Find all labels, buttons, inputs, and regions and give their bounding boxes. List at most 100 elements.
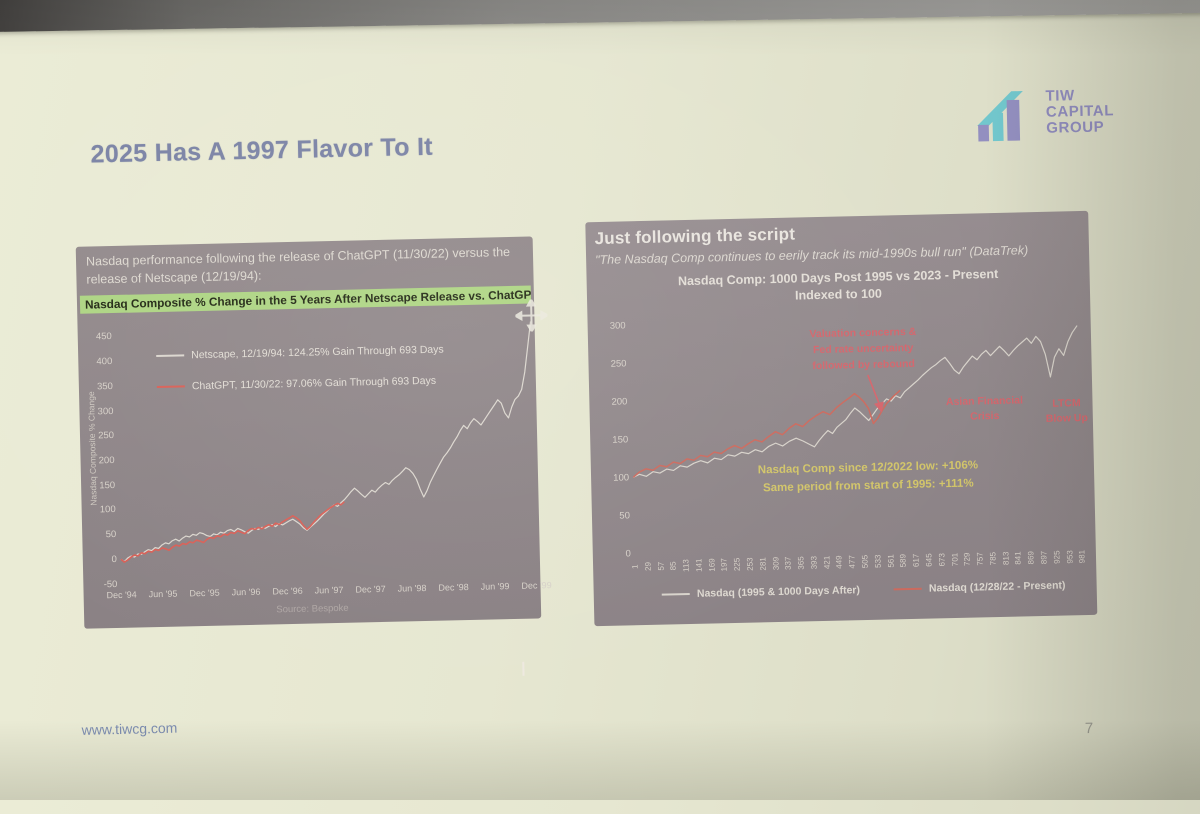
just-following-the-script-panel: Just following the script "The Nasdaq Co… <box>585 210 1098 627</box>
logo-text: TIW CAPITAL GROUP <box>1045 87 1114 137</box>
x-tick-label: 309 <box>770 556 781 571</box>
chatgpt-line-swatch <box>156 384 185 388</box>
x-tick-label: Jun '98 <box>397 582 427 594</box>
y-tick-label: -50 <box>103 578 118 590</box>
x-tick-label: Jun '96 <box>231 586 261 597</box>
left-chart-legend: Netscape, 12/19/94: 124.25% Gain Through… <box>156 343 445 412</box>
netscape-vs-chatgpt-panel: Nasdaq performance following the release… <box>75 236 552 676</box>
x-tick-label: 253 <box>745 557 755 571</box>
x-tick-label: 477 <box>847 554 857 569</box>
left-chart-header: Nasdaq performance following the release… <box>85 244 511 287</box>
x-tick-label: 141 <box>694 558 704 572</box>
x-tick-label: 281 <box>758 556 768 571</box>
x-tick-label: 701 <box>949 552 960 567</box>
y-tick-label: 400 <box>96 356 113 368</box>
x-tick-label: 57 <box>656 561 666 571</box>
x-tick-label: 673 <box>937 552 947 567</box>
page-number: 7 <box>1084 719 1094 738</box>
x-tick-label: 1 <box>630 564 640 569</box>
y-axis-ticks: 300 250 200 150 100 50 0 <box>595 318 631 559</box>
x-tick-label: 225 <box>732 557 742 571</box>
slide-title: 2025 Has A 1997 Flavor To It <box>90 132 434 169</box>
y-tick-label: 350 <box>96 380 114 393</box>
x-tick-label: Dec '95 <box>189 587 220 598</box>
x-tick-label: 337 <box>783 556 794 570</box>
x-tick-label: 953 <box>1064 549 1075 564</box>
website-footer: www.tiwcg.com <box>81 719 178 738</box>
right-plot-area <box>632 324 1078 478</box>
left-plot-area <box>120 320 532 563</box>
annotation-line: Blow Up <box>1045 411 1088 425</box>
legend-label: Nasdaq (1995 & 1000 Days After) <box>696 583 861 600</box>
valuation-concerns-annotation: Valuation concerns & Fed rate uncertaint… <box>758 322 969 375</box>
x-tick-label: Dec '97 <box>355 583 386 595</box>
x-tick-label: 645 <box>924 553 934 567</box>
y-tick-label: 100 <box>99 504 116 516</box>
y-tick-label: 300 <box>609 320 626 333</box>
x-tick-label: 813 <box>1001 551 1011 565</box>
nasdaq-1000-days-chart: 300 250 200 150 100 50 0 Valuation concerns & … <box>587 308 1096 602</box>
y-tick-label: 450 <box>95 331 112 343</box>
x-tick-label: 561 <box>885 553 896 568</box>
x-tick-label: 85 <box>668 561 679 571</box>
y-tick-label: 50 <box>619 510 631 522</box>
legend-item-1995: Nasdaq (1995 & 1000 Days After) <box>661 583 861 600</box>
right-chart-title: Nasdaq Comp: 1000 Days Post 1995 vs 2023… <box>586 264 1090 309</box>
x-tick-label: 925 <box>1052 550 1062 564</box>
x-tick-label: 29 <box>643 561 653 571</box>
nasdaq-2022-line-swatch <box>893 587 922 591</box>
y-tick-label: 250 <box>610 358 627 370</box>
legend-label: Nasdaq (12/28/22 - Present) <box>928 579 1066 595</box>
y-tick-label: 50 <box>105 529 117 541</box>
x-tick-label: 505 <box>860 554 870 569</box>
x-tick-label: 113 <box>681 558 691 572</box>
x-tick-label: 589 <box>898 553 909 568</box>
x-tick-label: Jun '99 <box>480 580 510 592</box>
x-tick-label: Jun '95 <box>148 588 178 599</box>
y-tick-label: 200 <box>98 454 115 467</box>
y-tick-label: 150 <box>612 434 629 446</box>
netscape-line-swatch <box>156 353 185 357</box>
logo-bars-icon <box>977 91 1023 142</box>
y-tick-label: 200 <box>611 396 628 408</box>
x-tick-label: Dec '99 <box>521 579 552 591</box>
nasdaq-1995-line-swatch <box>661 592 690 596</box>
x-tick-label: 841 <box>1013 551 1024 565</box>
x-tick-label: 449 <box>834 555 845 569</box>
x-tick-label: 785 <box>988 551 998 566</box>
y-axis-ticks: 450 400 350 300 250 200 150 100 50 0 -50 <box>81 323 118 590</box>
x-tick-label: 617 <box>911 553 921 567</box>
y-tick-label: 250 <box>98 430 115 442</box>
x-tick-label: 533 <box>873 554 883 568</box>
y-tick-label: 0 <box>111 553 117 565</box>
legend-item-2022: Nasdaq (12/28/22 - Present) <box>893 579 1066 595</box>
x-tick-label: 197 <box>719 557 730 572</box>
y-tick-label: 300 <box>97 405 114 417</box>
x-tick-label: Dec '96 <box>272 585 303 596</box>
annotation-arrow-icon <box>867 374 884 413</box>
move-cursor-icon <box>515 299 548 332</box>
x-tick-label: Jun '97 <box>314 584 344 596</box>
x-tick-label: 981 <box>1077 549 1087 564</box>
x-tick-label: 169 <box>707 557 717 572</box>
tiw-capital-group-logo: TIW CAPITAL GROUP <box>974 83 1114 142</box>
x-tick-label: Dec '94 <box>106 589 137 600</box>
text-cursor <box>522 661 525 676</box>
x-tick-label: 897 <box>1039 550 1049 564</box>
x-tick-label: 757 <box>975 551 985 566</box>
x-tick-label: 365 <box>796 555 806 570</box>
x-tick-label: Dec '98 <box>438 581 469 593</box>
left-chart-highlighted-title: Nasdaq Composite % Change in the 5 Years… <box>79 285 532 314</box>
y-tick-label: 100 <box>613 472 630 484</box>
legend-item-chatgpt: ChatGPT, 11/30/22: 97.06% Gain Through 6… <box>156 374 445 393</box>
x-tick-label: 869 <box>1026 550 1036 565</box>
y-tick-label: 150 <box>99 479 116 492</box>
legend-label: ChatGPT, 11/30/22: 97.06% Gain Through 6… <box>191 374 437 392</box>
x-tick-label: 729 <box>962 552 972 566</box>
x-tick-label: 393 <box>809 555 819 570</box>
ltcm-blow-up-annotation: LTCM Blow Up <box>1023 395 1110 427</box>
logo-line-3: GROUP <box>1046 118 1105 137</box>
x-tick-label: 421 <box>822 555 832 569</box>
netscape-vs-chatgpt-chart: Nasdaq Composite % Change 450 400 350 300 25… <box>77 313 552 676</box>
